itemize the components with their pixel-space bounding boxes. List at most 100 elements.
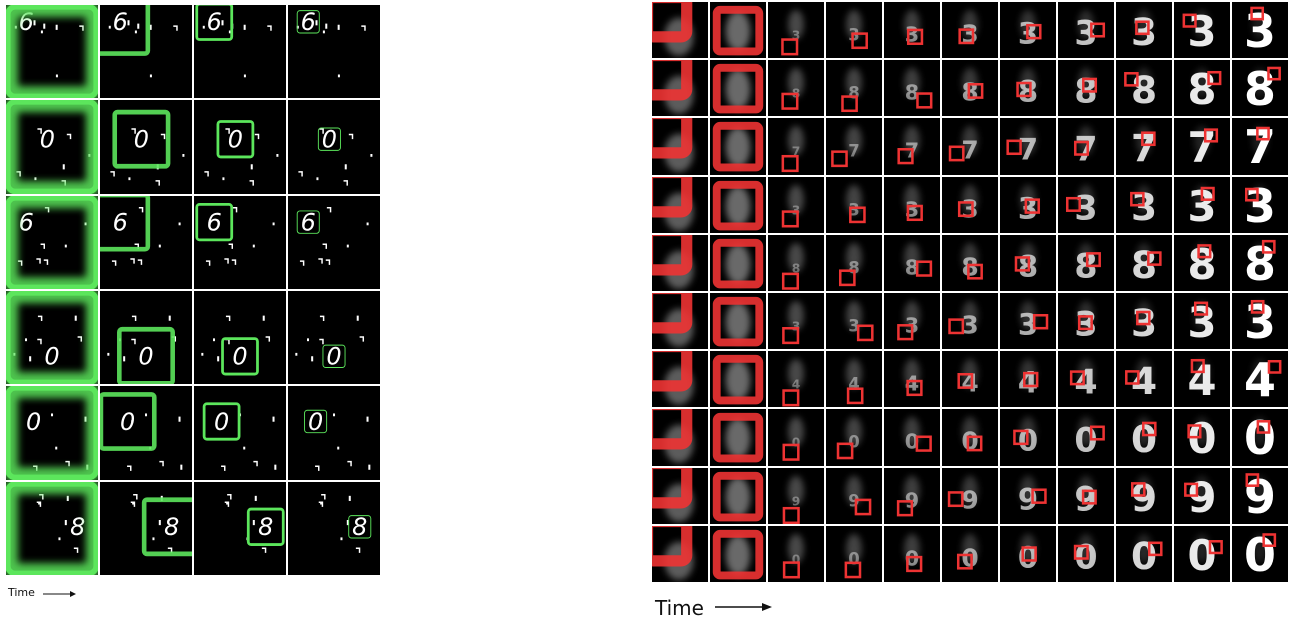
right-frame-image: 3 [1187, 298, 1216, 347]
left-digit-label: 6 [207, 208, 222, 236]
right-digit-label: 0 [792, 436, 801, 450]
right-digit-label: 0 [961, 543, 978, 572]
right-digit-label: 8 [1244, 237, 1276, 291]
right-frame-cell: 0 [1174, 525, 1230, 582]
right-frame-image: 8 [1244, 62, 1281, 116]
left-frame-image: 0 [204, 120, 279, 186]
right-digit-label: 8 [848, 84, 859, 103]
right-frame-cell: 8 [884, 60, 940, 117]
left-digit-label: 6 [207, 8, 222, 36]
right-digit-label: 9 [1244, 470, 1276, 524]
right-frame-image: 0 [961, 417, 983, 456]
left-frame-image: 0 [100, 392, 183, 472]
right-digit-label: 3 [1018, 191, 1038, 225]
right-frame-image: 8 [1014, 242, 1038, 283]
right-frame-cell: 8 [1116, 60, 1172, 117]
right-digit-label: 9 [1018, 482, 1038, 516]
right-frame-image: 3 [1244, 179, 1276, 233]
right-frame-image: 0 [904, 417, 932, 454]
left-frame-cell: 8 [6, 481, 98, 575]
right-frame-image: 8 [781, 242, 804, 290]
right-digit-label: 3 [1074, 304, 1097, 343]
right-frame-cell [652, 293, 708, 350]
right-frame-image: 3 [958, 9, 979, 48]
right-frame-image: 3 [1244, 4, 1276, 58]
right-frame-cell: 3 [942, 176, 998, 233]
right-frame-cell: 9 [942, 467, 998, 524]
right-digit-label: 3 [961, 310, 978, 339]
right-frame-cell: 8 [826, 234, 882, 291]
right-frame-cell: 4 [884, 351, 940, 408]
right-digit-label: 0 [848, 433, 859, 452]
right-frame-image: 9 [896, 475, 920, 517]
right-digit-label: 4 [1131, 359, 1157, 403]
left-frame-image: 0 [6, 386, 98, 480]
left-frame-cell: 0 [6, 386, 98, 480]
right-frame-image: 3 [1131, 9, 1157, 54]
right-frame-image: 7 [1187, 123, 1219, 173]
left-digit-label: 8 [70, 513, 85, 541]
right-frame-image: 7 [1074, 126, 1098, 169]
left-frame-image: 0 [298, 126, 373, 186]
right-time-label: Time [655, 596, 704, 620]
right-frame-image: 0 [1187, 531, 1223, 580]
right-frame-image: 8 [1074, 68, 1098, 111]
right-digit-label: 0 [1244, 528, 1276, 582]
right-frame-cell: 0 [942, 525, 998, 582]
right-frame-cell: 3 [1232, 176, 1288, 233]
right-frame-image: 0 [1131, 417, 1157, 462]
right-frame-image: 3 [1018, 9, 1042, 50]
right-frame-image: 0 [1131, 533, 1163, 578]
right-frame-cell: 3 [826, 2, 882, 59]
left-frame-cell: 0 [288, 291, 380, 385]
left-digit-label: 0 [40, 126, 55, 154]
right-frame-cell: 8 [826, 60, 882, 117]
right-digit-label: 7 [1018, 133, 1038, 167]
right-frame-image: 0 [956, 533, 979, 572]
right-frame-cell: 3 [768, 176, 824, 233]
right-frame-image: 9 [1184, 473, 1217, 522]
left-frame-cell: 0 [100, 386, 192, 480]
right-digit-label: 8 [792, 261, 801, 275]
left-digit-label: 0 [134, 126, 149, 154]
right-frame-image: 7 [1131, 126, 1157, 171]
right-frame-image: 9 [1018, 475, 1047, 516]
left-digit-label: 6 [19, 208, 34, 236]
right-frame-cell: 3 [1232, 2, 1288, 59]
right-frame-cell: 7 [768, 118, 824, 175]
right-frame-cell: 0 [1116, 525, 1172, 582]
left-frame-image: 0 [110, 110, 185, 186]
left-frame-cell: 0 [288, 386, 380, 480]
right-frame-image: 9 [1244, 470, 1276, 524]
right-frame-image: 0 [782, 533, 804, 579]
right-frame-cell [652, 467, 708, 524]
right-digit-label: 8 [905, 81, 919, 105]
right-frame-cell: 8 [768, 60, 824, 117]
left-frame-cell: 6 [288, 5, 380, 99]
right-frame-image: 8 [1124, 68, 1157, 112]
right-digit-label: 0 [1244, 411, 1276, 465]
right-frame-cell: 3 [1000, 176, 1056, 233]
right-frame-cell: 7 [942, 118, 998, 175]
left-frame-image: 8 [318, 493, 372, 553]
left-frame-image: 6 [195, 202, 275, 266]
left-frame-image: 8 [130, 493, 192, 556]
right-frame-cell: 0 [1232, 525, 1288, 582]
right-frame-cell [710, 176, 766, 233]
right-frame-cell: 0 [768, 409, 824, 466]
right-digit-label: 9 [792, 494, 801, 508]
right-frame-cell: 7 [826, 118, 882, 175]
right-frame-image: 9 [1131, 475, 1157, 520]
right-digit-label: 9 [1187, 473, 1216, 522]
right-frame-cell: 8 [1174, 234, 1230, 291]
left-frame-image: 6 [296, 8, 366, 78]
left-frame-cell: 0 [194, 100, 286, 194]
right-frame-cell: 3 [1000, 293, 1056, 350]
right-frame-image: 8 [781, 68, 804, 111]
right-digit-label: 3 [848, 200, 859, 219]
right-frame-image: 3 [904, 184, 923, 221]
right-frame-cell: 3 [1058, 293, 1114, 350]
right-frame-image: 7 [1244, 120, 1276, 174]
left-time-label: Time [8, 586, 35, 599]
right-frame-image: 3 [781, 184, 804, 228]
